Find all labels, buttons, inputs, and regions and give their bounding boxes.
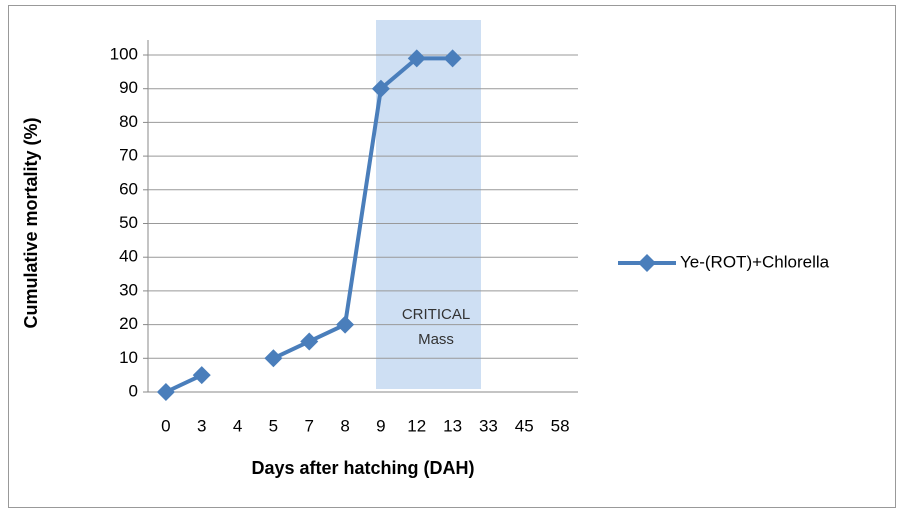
y-tick-label: 50 <box>119 213 138 232</box>
x-tick-label: 4 <box>233 416 242 435</box>
x-tick-label: 8 <box>340 416 349 435</box>
y-tick-label: 20 <box>119 314 138 333</box>
y-tick-label: 0 <box>129 381 138 400</box>
y-tick-label: 90 <box>119 78 138 97</box>
x-tick-label: 9 <box>376 416 385 435</box>
y-tick-label: 30 <box>119 280 138 299</box>
data-point <box>156 383 175 401</box>
data-point <box>336 315 355 334</box>
annotation: CRITICAL <box>402 306 470 323</box>
y-tick-label: 100 <box>110 44 138 63</box>
legend-marker <box>638 254 656 272</box>
critical-region <box>376 20 481 389</box>
annotation: Mass <box>418 331 454 348</box>
x-tick-label: 7 <box>305 416 314 435</box>
data-point <box>407 49 426 68</box>
x-tick-label: 3 <box>197 416 206 435</box>
x-tick-label: 12 <box>407 416 426 435</box>
x-tick-label: 33 <box>479 416 498 435</box>
x-tick-label: 5 <box>269 416 278 435</box>
y-tick-label: 40 <box>119 247 138 266</box>
y-axis-title: Cumulative mortality (%) <box>21 117 41 328</box>
data-point <box>192 366 211 385</box>
x-tick-label: 0 <box>161 416 170 435</box>
x-tick-label: 58 <box>551 416 570 435</box>
x-tick-label: 13 <box>443 416 462 435</box>
x-axis-title: Days after hatching (DAH) <box>251 458 474 478</box>
data-point <box>443 49 462 68</box>
y-tick-label: 80 <box>119 112 138 131</box>
x-tick-label: 45 <box>515 416 534 435</box>
y-tick-label: 10 <box>119 348 138 367</box>
data-point <box>300 332 319 351</box>
y-tick-label: 60 <box>119 179 138 198</box>
y-tick-label: 70 <box>119 146 138 165</box>
legend-label: Ye-(ROT)+Chlorella <box>680 252 830 271</box>
data-point <box>371 79 390 98</box>
data-point <box>264 349 283 368</box>
